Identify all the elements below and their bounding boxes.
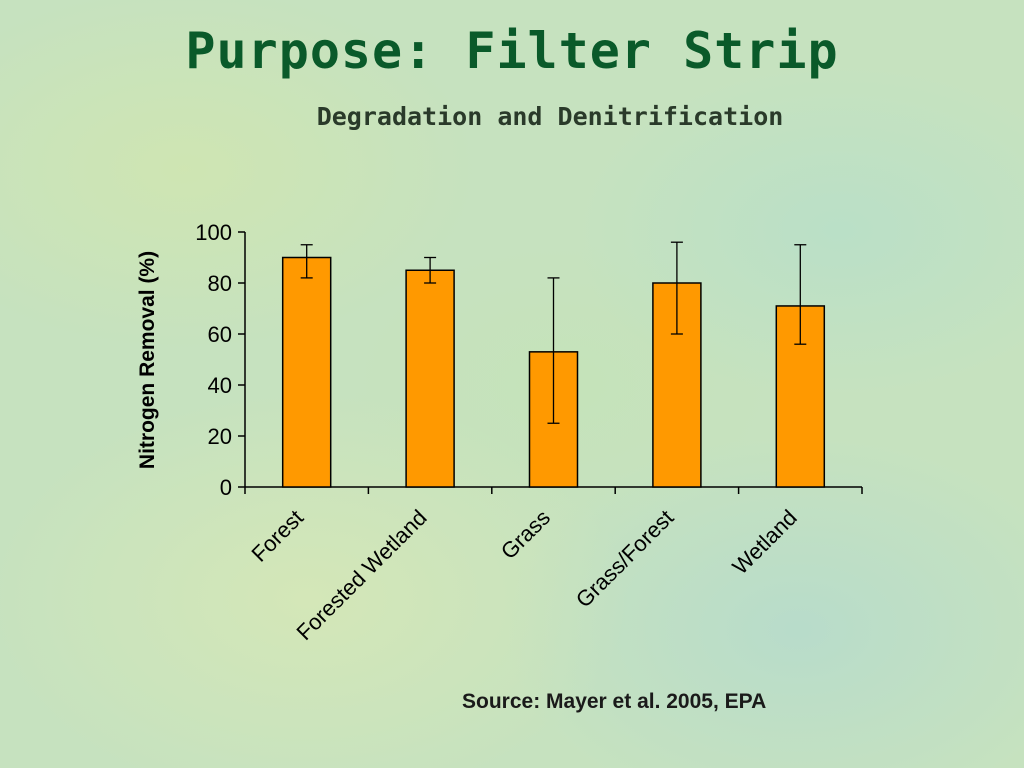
slide-title: Purpose: Filter Strip [185, 22, 839, 80]
x-category-label: Forested Wetland [291, 505, 431, 645]
y-tick-label: 100 [195, 220, 232, 245]
x-category-label: Grass/Forest [571, 505, 679, 613]
bar [405, 269, 455, 488]
slide-subtitle: Degradation and Denitrification [316, 102, 784, 131]
bar [281, 256, 332, 488]
y-tick-label: 80 [208, 271, 232, 296]
source-citation: Source: Mayer et al. 2005, EPA [462, 690, 767, 713]
y-tick-label: 0 [220, 475, 232, 500]
y-axis-label: Nitrogen Removal (%) [136, 251, 159, 469]
x-category-label: Forest [246, 505, 308, 567]
x-category-label: Wetland [727, 505, 801, 579]
x-category-label: Grass [496, 505, 555, 564]
y-tick-label: 60 [208, 322, 232, 347]
y-tick-label: 20 [208, 424, 232, 449]
y-tick-label: 40 [208, 373, 232, 398]
